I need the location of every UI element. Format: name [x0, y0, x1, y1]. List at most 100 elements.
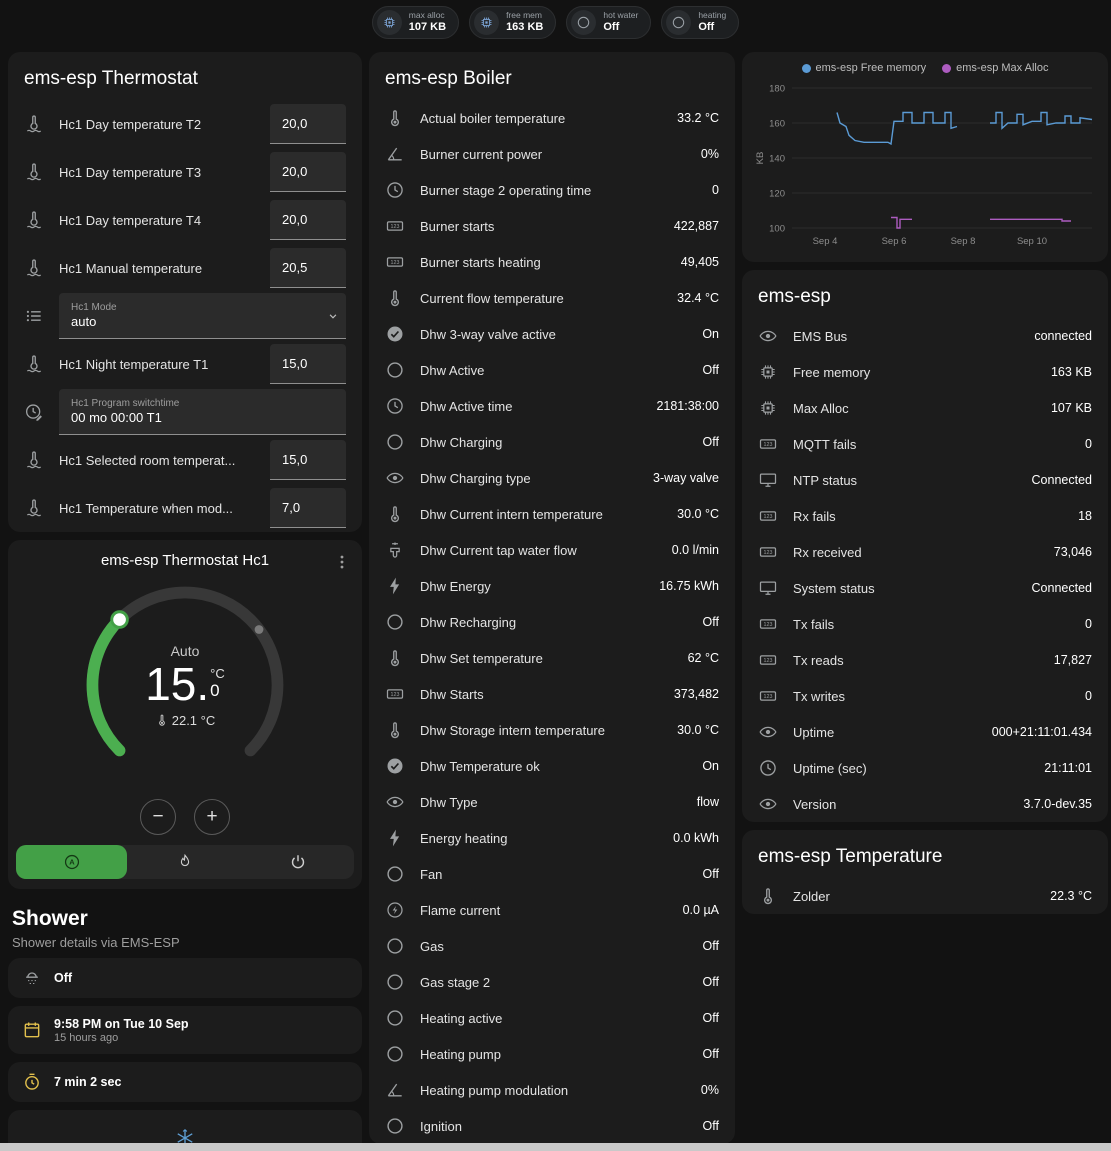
entity-row[interactable]: Burner starts heating 49,405	[369, 244, 735, 280]
entity-row[interactable]: Dhw Type flow	[369, 784, 735, 820]
history-chart[interactable]: 100 120 140 160 180 Sep 4 Sep 6 Sep 8 Sep 10 KB	[750, 78, 1100, 258]
monitor-icon	[758, 578, 778, 598]
legend-label: ems-esp Free memory	[815, 62, 927, 74]
shower-card[interactable]: 7 min 2 sec	[8, 1062, 362, 1102]
entity-row[interactable]: Heating pump Off	[369, 1036, 735, 1072]
status-chip[interactable]: heating Off	[661, 5, 740, 39]
entity-row[interactable]: Tx reads 17,827	[742, 642, 1108, 678]
svg-text:Sep 8: Sep 8	[951, 236, 976, 247]
shower-section-subtitle: Shower details via EMS-ESP	[12, 935, 180, 950]
entity-row[interactable]: Free memory 163 KB	[742, 354, 1108, 390]
status-chip[interactable]: free mem 163 KB	[469, 5, 557, 39]
entity-value: Off	[702, 975, 719, 989]
thermostat-dial[interactable]: Auto 15. °C 0 22.1 °C	[73, 573, 297, 797]
entity-row[interactable]: Version 3.7.0-dev.35	[742, 786, 1108, 822]
mode-heat-button[interactable]	[129, 845, 240, 879]
entity-row[interactable]: Tx writes 0	[742, 678, 1108, 714]
dial-handle[interactable]	[110, 610, 129, 629]
entity-row[interactable]: Burner current power 0%	[369, 136, 735, 172]
increase-temperature-button[interactable]: +	[194, 799, 230, 835]
temperature-input[interactable]: 20,0	[270, 152, 346, 192]
temperature-input[interactable]: 20,0	[270, 104, 346, 144]
status-chip[interactable]: hot water Off	[566, 5, 652, 39]
entity-row[interactable]: Fan Off	[369, 856, 735, 892]
entity-row[interactable]: Tx fails 0	[742, 606, 1108, 642]
entity-row[interactable]: Flame current 0.0 µA	[369, 892, 735, 928]
mode-auto-button[interactable]	[16, 845, 128, 879]
temperature-input[interactable]: 20,5	[270, 248, 346, 288]
entity-row[interactable]: Gas Off	[369, 928, 735, 964]
entity-row[interactable]: Dhw Starts 373,482	[369, 676, 735, 712]
entity-row[interactable]: Dhw Active time 2181:38:00	[369, 388, 735, 424]
entity-label: Dhw Set temperature	[420, 650, 543, 666]
monitor-icon	[758, 470, 778, 490]
entity-row[interactable]: Zolder 22.3 °C	[742, 878, 1108, 914]
entity-row[interactable]: Dhw Charging Off	[369, 424, 735, 460]
status-chip[interactable]: max alloc 107 KB	[371, 5, 460, 39]
entity-row[interactable]: Heating active Off	[369, 1000, 735, 1036]
entity-row[interactable]: Rx received 73,046	[742, 534, 1108, 570]
entity-row[interactable]: Uptime 000+21:11:01.434	[742, 714, 1108, 750]
more-options-icon[interactable]	[332, 552, 352, 572]
entity-row[interactable]: Max Alloc 107 KB	[742, 390, 1108, 426]
entity-row[interactable]: Burner stage 2 operating time 0	[369, 172, 735, 208]
temperature-input[interactable]: 15,0	[270, 344, 346, 384]
entity-row[interactable]: NTP status Connected	[742, 462, 1108, 498]
entity-row[interactable]: Dhw Charging type 3-way valve	[369, 460, 735, 496]
entity-row[interactable]: Uptime (sec) 21:11:01	[742, 750, 1108, 786]
legend-dot	[942, 63, 952, 73]
entity-label: Zolder	[793, 888, 830, 904]
shower-card-text: 7 min 2 sec	[54, 1075, 121, 1089]
mode-select[interactable]: Hc1 Mode auto	[59, 293, 346, 339]
shower-card[interactable]: 9:58 PM on Tue 10 Sep 15 hours ago	[8, 1006, 362, 1054]
entity-icon-wrap	[758, 434, 778, 454]
entity-row[interactable]: Actual boiler temperature 33.2 °C	[369, 100, 735, 136]
circle-icon	[576, 15, 591, 30]
entity-row[interactable]: Energy heating 0.0 kWh	[369, 820, 735, 856]
temperature-input[interactable]: 20,0	[270, 200, 346, 240]
horizontal-scrollbar[interactable]	[0, 1143, 1111, 1151]
entity-row[interactable]: Rx fails 18	[742, 498, 1108, 534]
thermo-water-icon	[24, 450, 44, 470]
entity-row[interactable]: Dhw Recharging Off	[369, 604, 735, 640]
entity-row[interactable]: Current flow temperature 32.4 °C	[369, 280, 735, 316]
thermo-icon	[758, 886, 778, 906]
entity-row[interactable]: EMS Bus connected	[742, 318, 1108, 354]
entity-row[interactable]: Dhw Storage intern temperature 30.0 °C	[369, 712, 735, 748]
entity-row[interactable]: Burner starts 422,887	[369, 208, 735, 244]
circle-icon	[385, 1044, 405, 1064]
entity-row[interactable]: Gas stage 2 Off	[369, 964, 735, 1000]
shower-card[interactable]: Off	[8, 958, 362, 998]
entity-row[interactable]: Dhw Temperature ok On	[369, 748, 735, 784]
entity-row[interactable]: Dhw 3-way valve active On	[369, 316, 735, 352]
entity-label: Hc1 Day temperature T2	[59, 116, 202, 132]
entity-row[interactable]: Dhw Energy 16.75 kWh	[369, 568, 735, 604]
entity-row[interactable]: System status Connected	[742, 570, 1108, 606]
legend-item[interactable]: ems-esp Max Alloc	[942, 62, 1048, 74]
entity-value: 0%	[700, 1083, 719, 1097]
entity-label: Tx reads	[793, 652, 844, 668]
entity-row[interactable]: Dhw Current tap water flow 0.0 l/min	[369, 532, 735, 568]
entity-row[interactable]: Dhw Set temperature 62 °C	[369, 640, 735, 676]
switchtime-input[interactable]: Hc1 Program switchtime 00 mo 00:00 T1	[59, 389, 346, 435]
entity-row[interactable]: MQTT fails 0	[742, 426, 1108, 462]
entity-row[interactable]: Ignition Off	[369, 1108, 735, 1144]
decrease-temperature-button[interactable]: −	[140, 799, 176, 835]
entity-row[interactable]: Dhw Current intern temperature 30.0 °C	[369, 496, 735, 532]
entity-icon-wrap	[758, 722, 778, 742]
thermostat-row: Hc1 Day temperature T4 20,0	[8, 196, 362, 244]
thermostat-row: Hc1 Day temperature T2 20,0	[8, 100, 362, 148]
entity-row[interactable]: Heating pump modulation 0%	[369, 1072, 735, 1108]
entity-row[interactable]: Dhw Active Off	[369, 352, 735, 388]
mode-off-button[interactable]	[243, 845, 354, 879]
temperature-input[interactable]: 7,0	[270, 488, 346, 528]
legend-item[interactable]: ems-esp Free memory	[801, 62, 927, 74]
legend-label: ems-esp Max Alloc	[956, 62, 1049, 74]
svg-text:160: 160	[769, 119, 785, 130]
entity-label: Hc1 Day temperature T3	[59, 164, 202, 180]
temperature-input[interactable]: 15,0	[270, 440, 346, 480]
field-value: auto	[71, 313, 97, 329]
entity-icon-wrap	[385, 504, 405, 524]
eye-icon	[385, 792, 405, 812]
entity-value: 0.0 kWh	[673, 831, 719, 845]
